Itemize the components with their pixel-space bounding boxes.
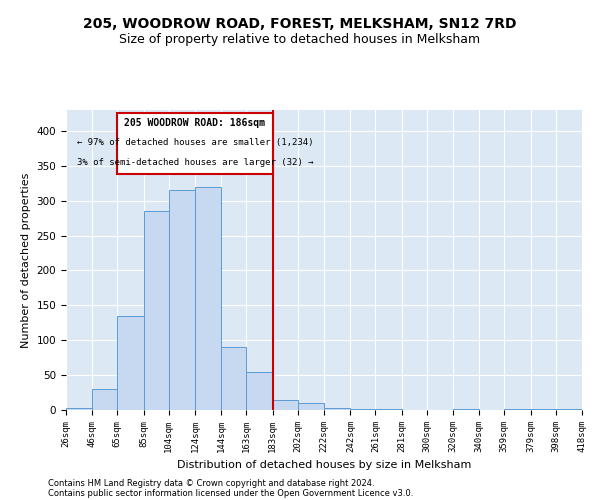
Bar (221, 347, 247, 410)
Text: Contains HM Land Registry data © Crown copyright and database right 2024.: Contains HM Land Registry data © Crown c… (48, 478, 374, 488)
Y-axis label: Number of detached properties: Number of detached properties (21, 172, 31, 348)
X-axis label: Distribution of detached houses by size in Melksham: Distribution of detached houses by size … (177, 460, 471, 470)
Text: ← 97% of detached houses are smaller (1,234): ← 97% of detached houses are smaller (1,… (77, 138, 313, 147)
Bar (195, 186, 221, 410)
Bar (169, 190, 195, 410)
Bar (92, 389, 118, 410)
Bar (272, 400, 298, 410)
Bar (118, 316, 143, 410)
Bar (298, 403, 324, 410)
Bar (143, 211, 169, 410)
Text: 205 WOODROW ROAD: 186sqm: 205 WOODROW ROAD: 186sqm (125, 118, 265, 128)
Bar (247, 372, 272, 410)
Bar (324, 408, 350, 410)
Text: Contains public sector information licensed under the Open Government Licence v3: Contains public sector information licen… (48, 488, 413, 498)
Text: 205, WOODROW ROAD, FOREST, MELKSHAM, SN12 7RD: 205, WOODROW ROAD, FOREST, MELKSHAM, SN1… (83, 18, 517, 32)
Text: Size of property relative to detached houses in Melksham: Size of property relative to detached ho… (119, 32, 481, 46)
Text: 3% of semi-detached houses are larger (32) →: 3% of semi-detached houses are larger (3… (77, 158, 313, 168)
Bar (118, 114, 272, 174)
Bar (66, 408, 92, 410)
